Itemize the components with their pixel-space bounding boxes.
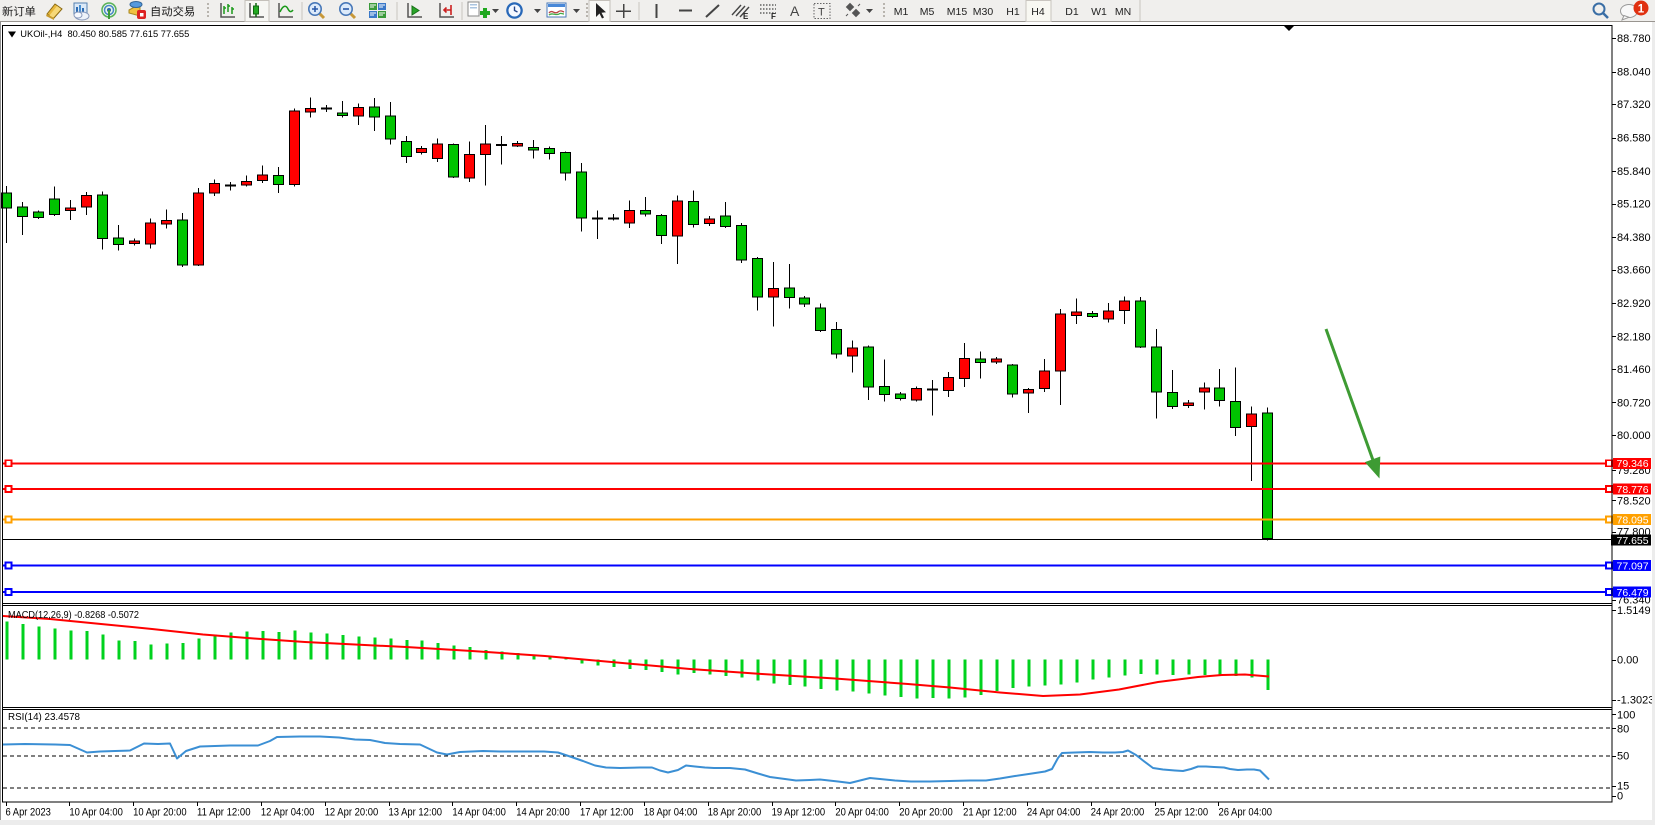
svg-text:25 Apr 12:00: 25 Apr 12:00 [1155,807,1209,819]
svg-text:D1: D1 [1065,6,1079,18]
svg-text:88.780: 88.780 [1617,33,1651,45]
svg-text:78.520: 78.520 [1617,496,1651,508]
svg-text:1: 1 [1638,4,1645,16]
svg-text:20 Apr 04:00: 20 Apr 04:00 [835,807,889,819]
svg-text:6 Apr 2023: 6 Apr 2023 [6,807,51,819]
svg-text:H1: H1 [1006,6,1020,18]
svg-text:0.00: 0.00 [1617,655,1638,667]
svg-text:83.660: 83.660 [1617,265,1651,277]
svg-text:81.460: 81.460 [1617,364,1651,376]
svg-text:E: E [743,12,749,21]
svg-text:14 Apr 04:00: 14 Apr 04:00 [452,807,506,819]
svg-text:80: 80 [1617,724,1629,736]
svg-text:12 Apr 20:00: 12 Apr 20:00 [325,807,379,819]
svg-text:20 Apr 20:00: 20 Apr 20:00 [899,807,953,819]
svg-text:M30: M30 [973,6,994,18]
svg-text:19 Apr 12:00: 19 Apr 12:00 [772,807,826,819]
svg-text:-1.3023: -1.3023 [1617,695,1654,707]
svg-text:87.320: 87.320 [1617,99,1651,111]
svg-text:17 Apr 12:00: 17 Apr 12:00 [580,807,634,819]
svg-text:MACD(12,26,9) -0.8268 -0.5072: MACD(12,26,9) -0.8268 -0.5072 [8,609,139,621]
svg-text:77.655: 77.655 [1617,535,1649,547]
svg-text:76.479: 76.479 [1617,587,1649,599]
svg-text:88.040: 88.040 [1617,67,1651,79]
svg-text:24 Apr 04:00: 24 Apr 04:00 [1027,807,1081,819]
svg-text:86.580: 86.580 [1617,133,1651,145]
svg-text:80.000: 80.000 [1617,430,1651,442]
svg-text:85.120: 85.120 [1617,199,1651,211]
svg-text:15: 15 [1617,781,1629,793]
svg-text:12 Apr 04:00: 12 Apr 04:00 [261,807,315,819]
svg-text:80.720: 80.720 [1617,398,1651,410]
svg-text:W1: W1 [1091,6,1107,18]
svg-text:1.5149: 1.5149 [1617,605,1651,617]
svg-text:78.095: 78.095 [1617,514,1649,526]
svg-text:RSI(14) 23.4578: RSI(14) 23.4578 [8,711,80,723]
svg-text:H4: H4 [1031,6,1045,18]
svg-text:18 Apr 20:00: 18 Apr 20:00 [708,807,762,819]
svg-text:21 Apr 12:00: 21 Apr 12:00 [963,807,1017,819]
svg-text:84.380: 84.380 [1617,232,1651,244]
svg-text:10 Apr 20:00: 10 Apr 20:00 [133,807,187,819]
svg-text:82.920: 82.920 [1617,298,1651,310]
svg-text:82.180: 82.180 [1617,332,1651,344]
svg-text:100: 100 [1617,710,1635,722]
svg-text:M15: M15 [947,6,968,18]
svg-text:MN: MN [1115,6,1131,18]
svg-text:11 Apr 12:00: 11 Apr 12:00 [197,807,251,819]
svg-text:T: T [818,7,825,19]
svg-text:M1: M1 [894,6,909,18]
svg-text:85.840: 85.840 [1617,166,1651,178]
svg-text:M5: M5 [920,6,935,18]
svg-text:F: F [771,12,776,21]
svg-text:A: A [790,3,800,19]
svg-text:10 Apr 04:00: 10 Apr 04:00 [69,807,123,819]
svg-text:13 Apr 12:00: 13 Apr 12:00 [389,807,443,819]
svg-text:79.346: 79.346 [1617,458,1649,470]
svg-text:77.097: 77.097 [1617,560,1649,572]
svg-text:78.776: 78.776 [1617,484,1649,496]
svg-text:14 Apr 20:00: 14 Apr 20:00 [516,807,570,819]
svg-text:50: 50 [1617,751,1629,763]
svg-text:18 Apr 04:00: 18 Apr 04:00 [644,807,698,819]
svg-text:24 Apr 20:00: 24 Apr 20:00 [1091,807,1145,819]
svg-text:UKOil-,H4 80.450 80.585 77.61: UKOil-,H4 80.450 80.585 77.615 77.655 [20,29,189,40]
svg-text:26 Apr 04:00: 26 Apr 04:00 [1218,807,1272,819]
svg-text:0: 0 [1617,791,1623,803]
